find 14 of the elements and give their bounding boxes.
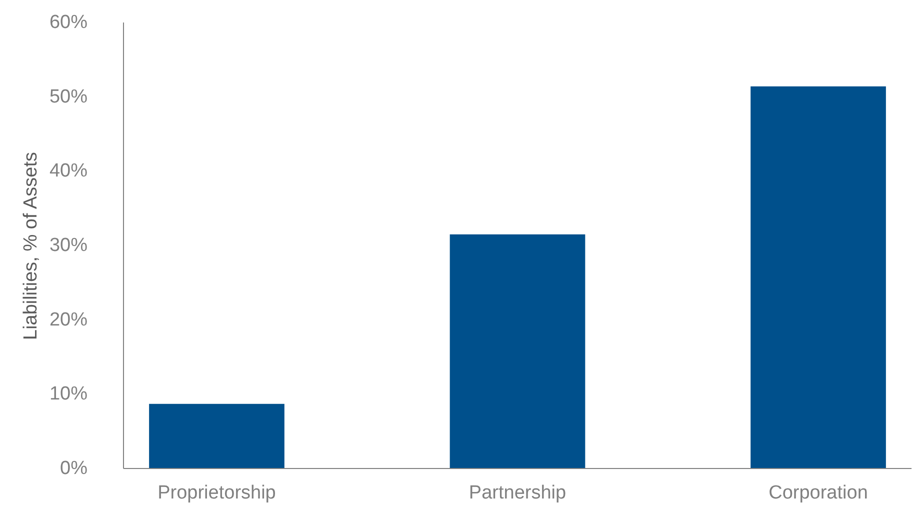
x-tick-label: Corporation	[768, 482, 868, 504]
y-tick-label: 30%	[49, 235, 88, 256]
y-tick-label: 10%	[49, 384, 88, 405]
bar	[149, 404, 284, 468]
bar	[450, 234, 586, 468]
bar	[750, 86, 886, 468]
y-tick-label: 20%	[49, 309, 88, 330]
y-axis-title: Liabilities, % of Assets	[20, 152, 42, 340]
y-tick-label: 50%	[49, 86, 88, 108]
x-tick-label: Proprietorship	[158, 482, 276, 504]
y-tick-label: 40%	[49, 160, 88, 182]
y-tick-label: 60%	[49, 12, 88, 33]
y-tick-label: 0%	[60, 458, 88, 479]
x-tick-label: Partnership	[468, 482, 566, 504]
